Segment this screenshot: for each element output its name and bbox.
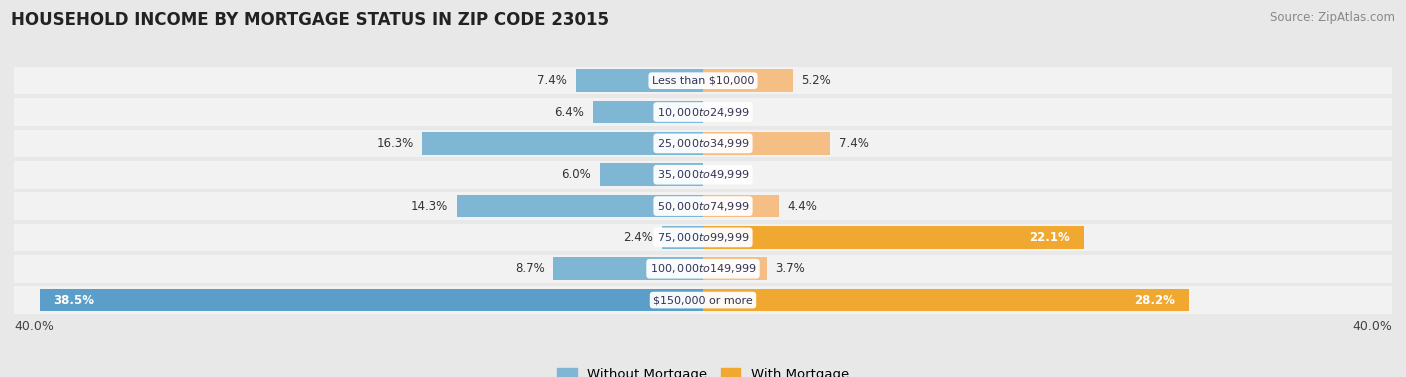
Bar bbox=[14, 130, 1392, 157]
Text: 6.0%: 6.0% bbox=[561, 168, 591, 181]
Text: 28.2%: 28.2% bbox=[1135, 294, 1175, 307]
Text: $50,000 to $74,999: $50,000 to $74,999 bbox=[657, 199, 749, 213]
Text: 2.4%: 2.4% bbox=[623, 231, 652, 244]
Text: 40.0%: 40.0% bbox=[14, 320, 53, 333]
Text: 14.3%: 14.3% bbox=[411, 199, 449, 213]
Bar bbox=[422, 132, 703, 155]
Bar bbox=[14, 286, 1392, 314]
Bar bbox=[703, 132, 831, 155]
Bar bbox=[703, 195, 779, 217]
Bar bbox=[599, 164, 703, 186]
Text: 7.4%: 7.4% bbox=[839, 137, 869, 150]
Bar bbox=[703, 69, 793, 92]
Bar bbox=[575, 69, 703, 92]
Text: 0.0%: 0.0% bbox=[711, 168, 741, 181]
Text: Source: ZipAtlas.com: Source: ZipAtlas.com bbox=[1270, 11, 1395, 24]
Text: 3.7%: 3.7% bbox=[775, 262, 806, 275]
Bar bbox=[703, 257, 766, 280]
Bar bbox=[662, 226, 703, 249]
Bar bbox=[703, 226, 1084, 249]
Text: $75,000 to $99,999: $75,000 to $99,999 bbox=[657, 231, 749, 244]
Bar bbox=[14, 224, 1392, 251]
Text: 7.4%: 7.4% bbox=[537, 74, 567, 87]
Text: 4.4%: 4.4% bbox=[787, 199, 817, 213]
Text: 8.7%: 8.7% bbox=[515, 262, 544, 275]
Bar bbox=[14, 161, 1392, 188]
Bar bbox=[14, 67, 1392, 95]
Legend: Without Mortgage, With Mortgage: Without Mortgage, With Mortgage bbox=[551, 363, 855, 377]
Bar bbox=[39, 289, 703, 311]
Bar bbox=[703, 289, 1188, 311]
Text: HOUSEHOLD INCOME BY MORTGAGE STATUS IN ZIP CODE 23015: HOUSEHOLD INCOME BY MORTGAGE STATUS IN Z… bbox=[11, 11, 609, 29]
Bar bbox=[14, 192, 1392, 220]
Text: 16.3%: 16.3% bbox=[377, 137, 413, 150]
Text: 5.2%: 5.2% bbox=[801, 74, 831, 87]
Text: 40.0%: 40.0% bbox=[1353, 320, 1392, 333]
Bar bbox=[457, 195, 703, 217]
Text: $10,000 to $24,999: $10,000 to $24,999 bbox=[657, 106, 749, 118]
Text: Less than $10,000: Less than $10,000 bbox=[652, 76, 754, 86]
Bar bbox=[553, 257, 703, 280]
Text: $25,000 to $34,999: $25,000 to $34,999 bbox=[657, 137, 749, 150]
Text: 22.1%: 22.1% bbox=[1029, 231, 1070, 244]
Text: $35,000 to $49,999: $35,000 to $49,999 bbox=[657, 168, 749, 181]
Text: $100,000 to $149,999: $100,000 to $149,999 bbox=[650, 262, 756, 275]
Bar bbox=[14, 255, 1392, 282]
Text: $150,000 or more: $150,000 or more bbox=[654, 295, 752, 305]
Text: 38.5%: 38.5% bbox=[53, 294, 94, 307]
Text: 6.4%: 6.4% bbox=[554, 106, 583, 118]
Text: 0.0%: 0.0% bbox=[711, 106, 741, 118]
Bar bbox=[593, 101, 703, 123]
Bar bbox=[14, 98, 1392, 126]
